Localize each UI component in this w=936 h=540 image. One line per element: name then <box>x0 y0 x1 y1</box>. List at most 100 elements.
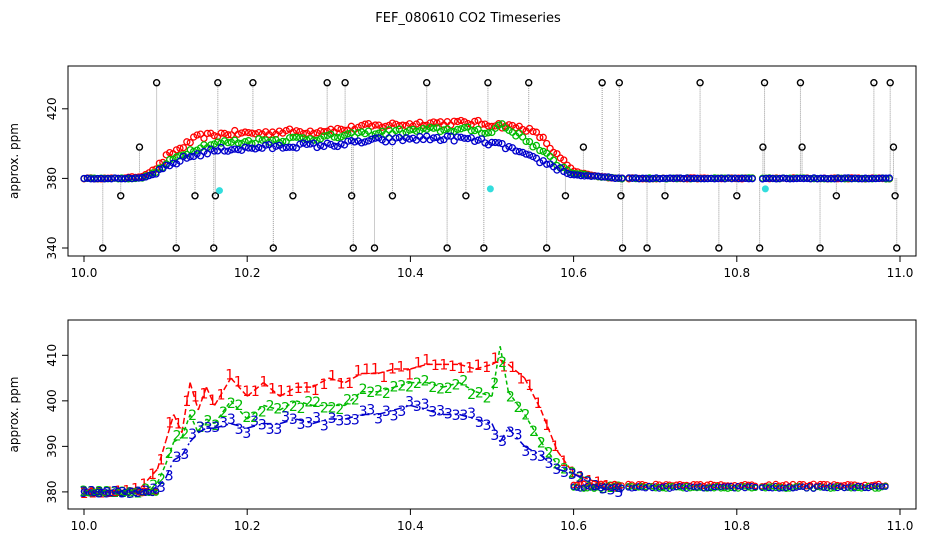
data-point <box>323 131 331 140</box>
data-point <box>573 484 581 491</box>
outlier-point <box>269 244 278 252</box>
series-marker-label: 3 <box>521 444 530 460</box>
series-line <box>279 400 297 411</box>
data-point <box>848 175 856 183</box>
series-line <box>230 422 248 429</box>
data-point <box>405 126 414 134</box>
series-marker-label: 2 <box>266 399 275 415</box>
series-line <box>523 377 542 411</box>
data-point <box>673 174 681 182</box>
x-tick-label: 10.6 <box>560 519 587 533</box>
outlier-point <box>210 244 218 252</box>
data-point <box>686 174 695 183</box>
outlier-point <box>796 78 805 87</box>
outlier-point <box>341 78 349 87</box>
series-marker-label: 2 <box>444 381 453 397</box>
series-marker-label: 2 <box>304 395 313 411</box>
data-point <box>467 127 475 135</box>
series-marker-label: 3 <box>188 427 197 443</box>
data-point <box>83 174 92 182</box>
series-marker-label: 3 <box>297 417 306 433</box>
data-point <box>830 175 839 183</box>
data-point <box>80 488 88 495</box>
outlier-point <box>759 143 767 151</box>
series-marker-label: 1 <box>217 388 226 404</box>
data-point <box>875 174 883 183</box>
data-point <box>409 125 417 134</box>
series-line <box>426 381 444 388</box>
series-marker-label: 3 <box>266 422 275 438</box>
series-marker-label: 1 <box>379 370 388 386</box>
data-point <box>244 144 253 152</box>
data-point <box>121 488 129 496</box>
series-line <box>328 377 346 384</box>
outlier-point <box>423 78 431 87</box>
data-point <box>772 175 780 183</box>
series-marker-label: 1 <box>388 362 397 378</box>
data-point <box>813 175 822 183</box>
series-marker-label: 1 <box>225 368 234 384</box>
outlier-point <box>525 78 533 87</box>
data-point <box>272 142 280 150</box>
data-point <box>519 148 527 157</box>
series-marker-label: 1 <box>259 375 268 391</box>
data-point <box>248 144 256 152</box>
series-line <box>499 346 510 392</box>
data-point <box>803 174 811 183</box>
outlier-point <box>870 78 878 87</box>
data-point <box>255 135 263 143</box>
series-marker-label: 1 <box>362 362 371 378</box>
data-point <box>474 136 482 144</box>
y-axis-label: approx. ppm <box>7 377 21 453</box>
x-tick-label: 11.0 <box>887 519 914 533</box>
series-line <box>377 368 395 375</box>
series-marker-label: 3 <box>165 468 174 484</box>
series-marker-label: 3 <box>219 416 228 432</box>
data-point <box>704 174 712 183</box>
outlier-point <box>214 78 222 87</box>
data-point <box>224 147 232 155</box>
series-marker-label: 3 <box>180 447 189 463</box>
series-marker-label: 2 <box>180 426 189 442</box>
data-point <box>357 128 366 136</box>
series-line <box>206 418 215 425</box>
series-line <box>459 363 476 370</box>
data-point <box>471 117 479 125</box>
data-point <box>330 142 338 150</box>
series-marker-label: 3 <box>529 449 538 465</box>
outlier-point <box>249 78 257 87</box>
data-point <box>80 174 88 183</box>
outlier-point <box>211 192 220 200</box>
series-marker-label: 1 <box>414 356 423 372</box>
series-marker-label: 2 <box>421 374 430 390</box>
series-marker-label: 3 <box>390 408 399 424</box>
data-point <box>597 173 606 181</box>
series-marker-label: 3 <box>312 411 321 427</box>
data-point <box>132 489 139 497</box>
data-point <box>693 174 702 182</box>
series-marker-label: 2 <box>498 355 507 371</box>
data-point <box>337 125 345 133</box>
outlier-point <box>715 244 723 252</box>
series-marker-label: 2 <box>320 401 329 417</box>
data-point <box>361 138 369 146</box>
data-point <box>210 132 218 140</box>
data-point <box>793 484 800 491</box>
data-point <box>100 175 109 183</box>
series-marker-label: 2 <box>560 462 569 478</box>
data-point <box>536 146 544 155</box>
data-point <box>885 174 894 182</box>
data-point <box>94 489 101 496</box>
outlier-point <box>172 244 180 252</box>
series-marker-label: 3 <box>211 420 220 436</box>
data-point <box>460 124 469 132</box>
x-tick-label: 10.6 <box>560 266 587 280</box>
data-point <box>738 174 746 182</box>
data-point <box>121 175 129 183</box>
data-point <box>285 143 294 151</box>
data-point <box>584 482 591 490</box>
data-point <box>207 141 215 149</box>
data-point <box>357 139 366 147</box>
y-tick-label: 410 <box>45 344 59 367</box>
data-point <box>666 482 673 490</box>
